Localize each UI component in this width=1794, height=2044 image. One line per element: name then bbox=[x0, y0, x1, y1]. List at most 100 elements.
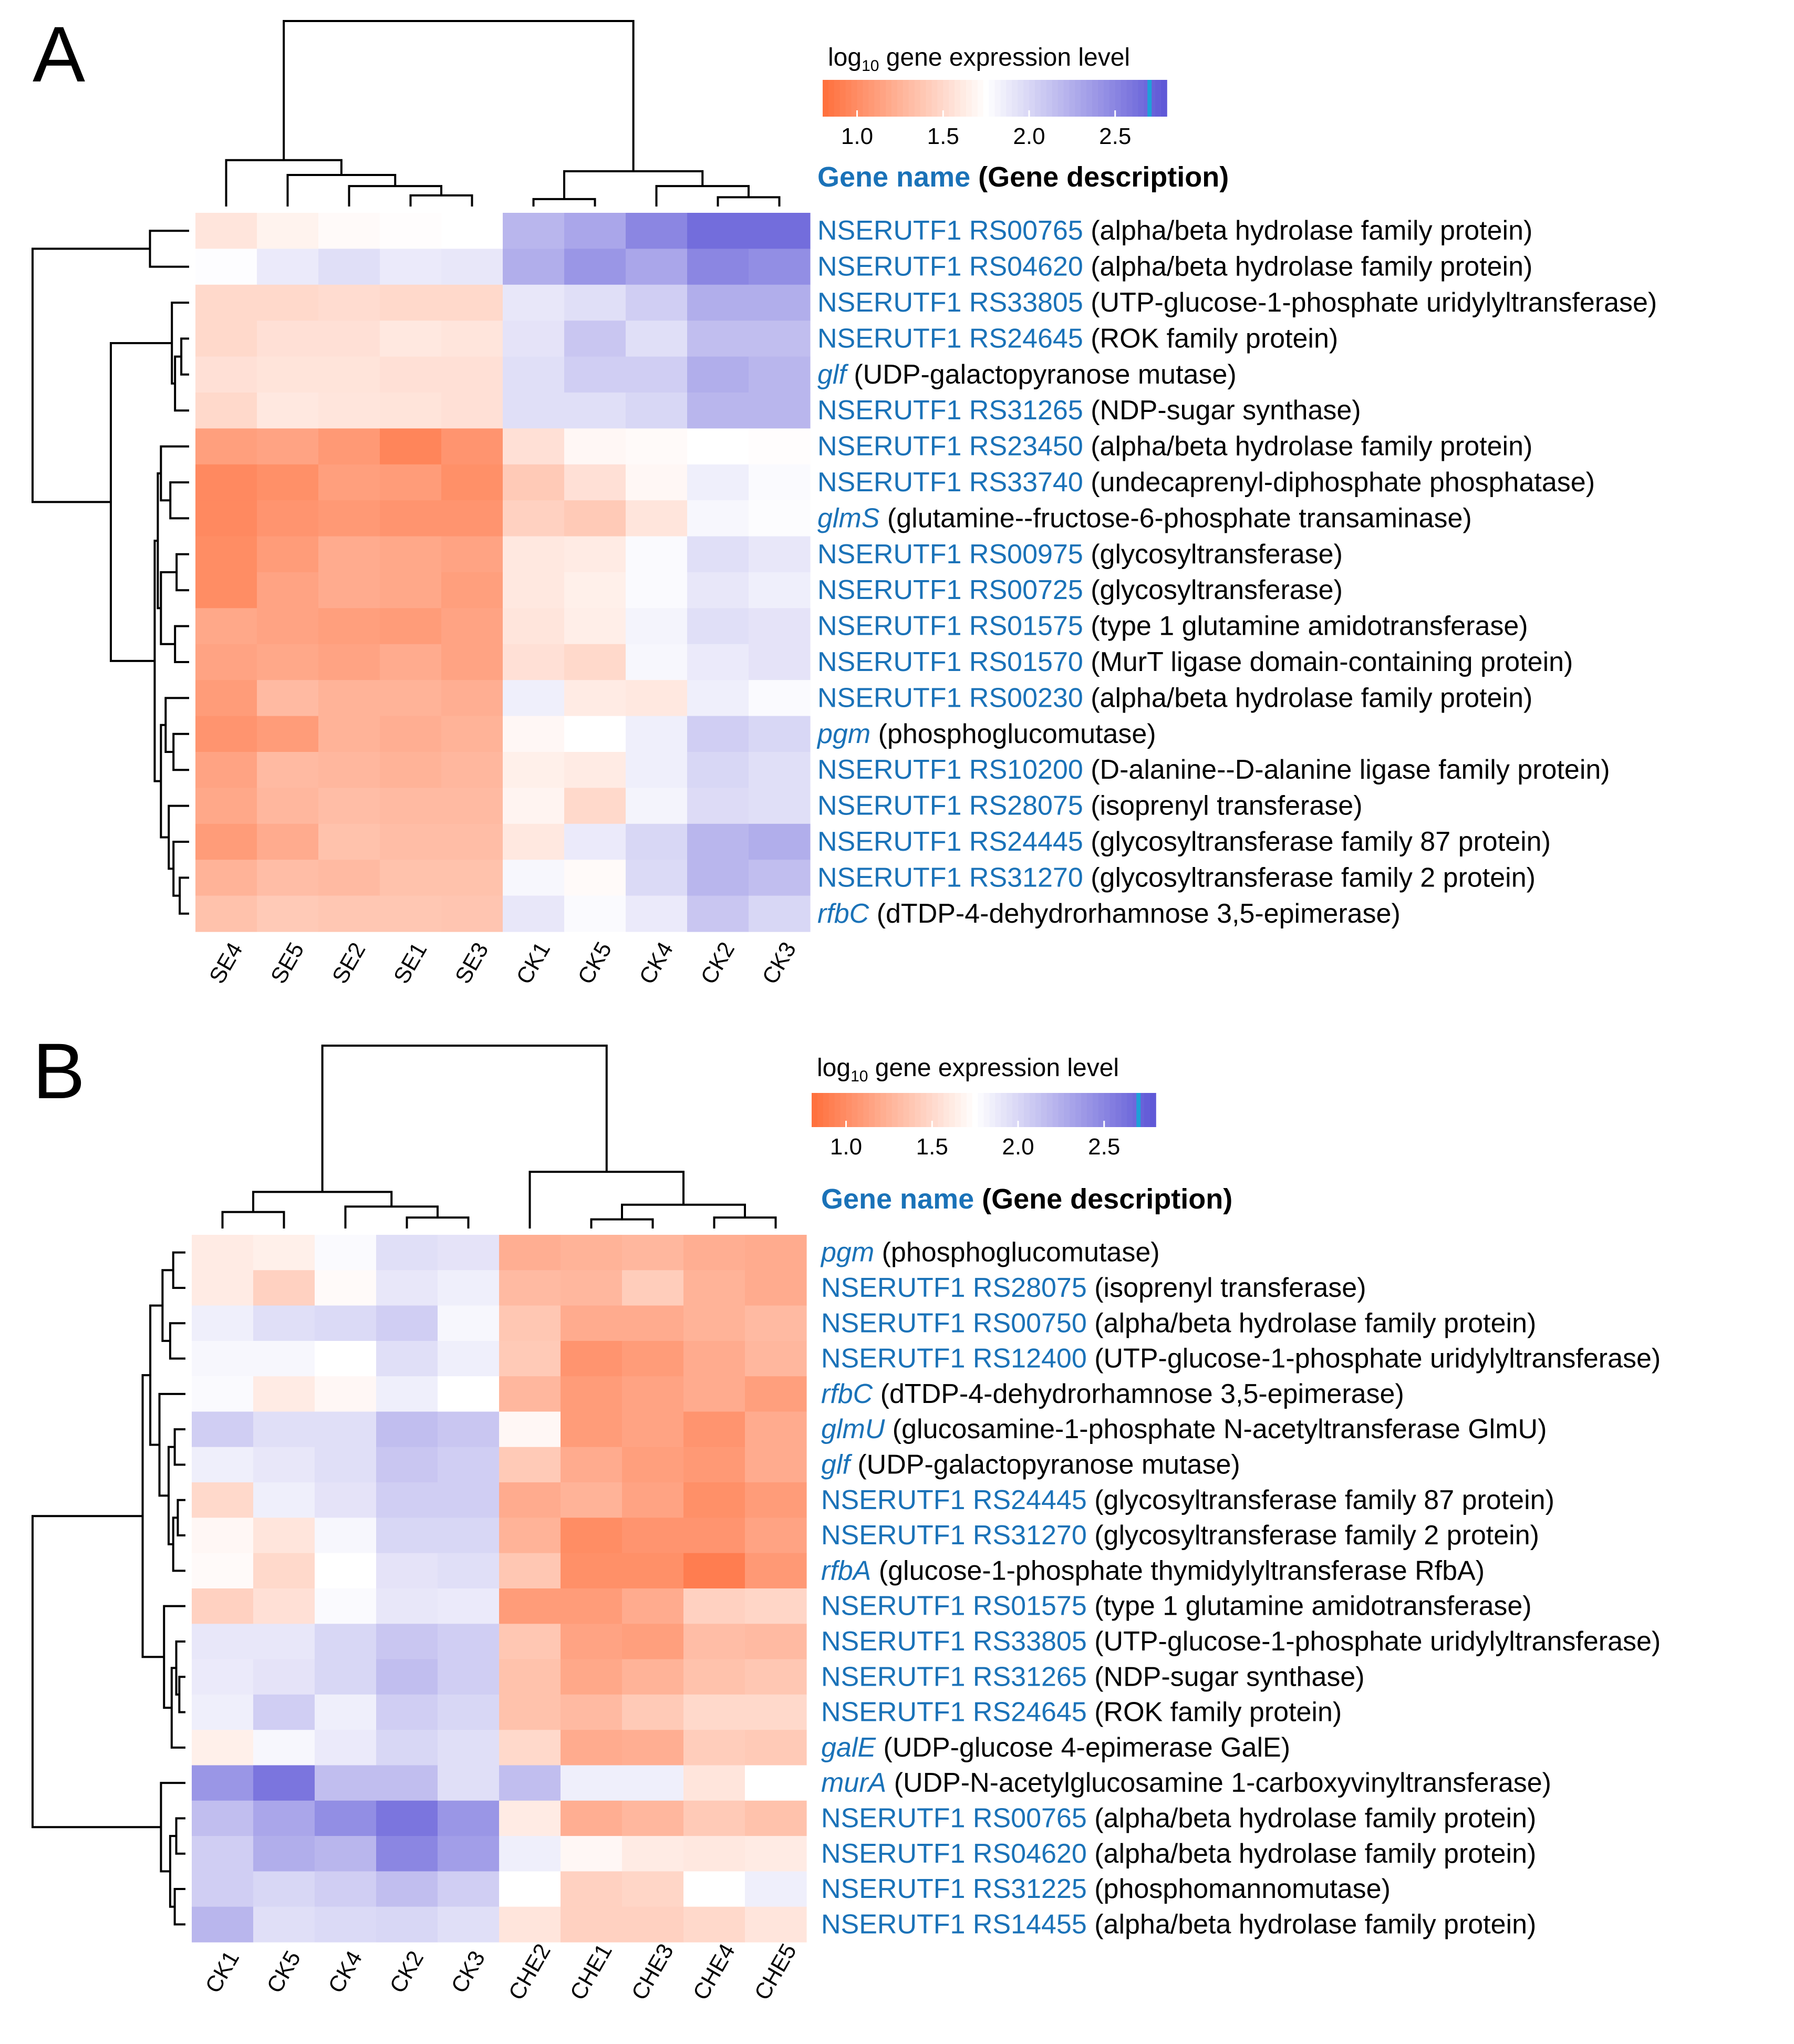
heatmap-cell bbox=[380, 823, 442, 860]
heatmap-cell bbox=[257, 321, 319, 357]
legend-bar-segment bbox=[1132, 80, 1139, 117]
panel-a: A SE4 SE5 SE2 SE1 SE3 CK1 CK5 CK4 CK2 CK3 NSERUTF1 … bbox=[32, 10, 1657, 988]
heatmap-cell bbox=[376, 1836, 438, 1872]
heatmap-cell bbox=[745, 1376, 807, 1412]
heatmap-cell bbox=[253, 1588, 315, 1624]
legend-bar-segment bbox=[1023, 1093, 1030, 1127]
gene-name: NSERUTF1 RS01575 bbox=[817, 611, 1083, 642]
heatmap-cell bbox=[192, 1624, 254, 1660]
legend-bar-segment bbox=[1098, 1093, 1105, 1127]
gene-name: glmS bbox=[817, 503, 880, 533]
heatmap-cell bbox=[749, 284, 811, 321]
heatmap-cell bbox=[438, 1836, 500, 1872]
heatmap-cell bbox=[749, 752, 811, 788]
heatmap-cell bbox=[503, 321, 565, 357]
heatmap-cell bbox=[315, 1800, 377, 1836]
heatmap-cell bbox=[626, 680, 688, 717]
heatmap-cell bbox=[503, 500, 565, 537]
heatmap-cell bbox=[499, 1482, 561, 1518]
heatmap-cell bbox=[683, 1730, 745, 1766]
row-label: NSERUTF1 RS01570 (MurT ligase domain-con… bbox=[817, 647, 1573, 677]
heatmap-cell bbox=[257, 249, 319, 285]
row-label: NSERUTF1 RS14455 (alpha/beta hydrolase f… bbox=[821, 1909, 1536, 1939]
heatmap-cell bbox=[318, 788, 380, 824]
heatmap-cell bbox=[253, 1235, 315, 1271]
row-label: NSERUTF1 RS28075 (isoprenyl transferase) bbox=[821, 1273, 1366, 1303]
heatmap-cell bbox=[683, 1588, 745, 1624]
legend-bar-segment bbox=[1069, 80, 1076, 117]
gene-description: (MurT ligase domain-containing protein) bbox=[1083, 647, 1573, 677]
heatmap-cell bbox=[376, 1624, 438, 1660]
gene-name: NSERUTF1 RS24445 bbox=[821, 1485, 1087, 1515]
heatmap-cell bbox=[192, 1447, 254, 1483]
row-dendrogram-link bbox=[179, 876, 189, 915]
row-label: NSERUTF1 RS33805 (UTP-glucose-1-phosphat… bbox=[821, 1626, 1661, 1657]
heatmap-cell bbox=[564, 500, 626, 537]
heatmap-cell bbox=[749, 249, 811, 285]
heatmap-cell bbox=[499, 1624, 561, 1660]
row-label: NSERUTF1 RS31265 (NDP-sugar synthase) bbox=[817, 395, 1361, 426]
row-label: NSERUTF1 RS33740 (undecaprenyl-diphospha… bbox=[817, 467, 1595, 498]
heatmap-cell bbox=[257, 464, 319, 501]
heatmap-cell bbox=[564, 464, 626, 501]
heatmap-cell bbox=[561, 1482, 623, 1518]
heatmap-cell bbox=[195, 284, 257, 321]
legend-bar-segment bbox=[1007, 1093, 1013, 1127]
heatmap-cell bbox=[499, 1765, 561, 1801]
heatmap-cell bbox=[622, 1482, 684, 1518]
gene-description: (UTP-glucose-1-phosphate uridylyltransfe… bbox=[1087, 1626, 1661, 1657]
legend-bar-segment bbox=[1138, 80, 1145, 117]
heatmap-cell bbox=[438, 1730, 500, 1766]
legend-tick-label: 2.0 bbox=[1013, 123, 1045, 149]
heatmap-cell bbox=[499, 1340, 561, 1377]
legend-bar-segment bbox=[960, 80, 967, 117]
heatmap-cell bbox=[683, 1553, 745, 1589]
heatmap-cell bbox=[626, 860, 688, 896]
legend-title-sub: 10 bbox=[862, 57, 879, 75]
row-dendrogram-link bbox=[180, 337, 189, 376]
heatmap-cell bbox=[687, 788, 749, 824]
legend-title: log10 gene expression level bbox=[828, 44, 1130, 75]
legend-bar-segment bbox=[1035, 1093, 1042, 1127]
heatmap-cell bbox=[438, 1871, 500, 1907]
heatmap-cell bbox=[195, 393, 257, 429]
heatmap-cell bbox=[441, 536, 503, 573]
row-label: NSERUTF1 RS01575 (type 1 glutamine amido… bbox=[821, 1591, 1532, 1622]
heatmap-cell bbox=[318, 500, 380, 537]
row-label: NSERUTF1 RS31270 (glycosyltransferase fa… bbox=[817, 862, 1536, 893]
row-label: murA (UDP-N-acetylglucosamine 1-carboxyv… bbox=[821, 1768, 1551, 1798]
heatmap-cell bbox=[315, 1588, 377, 1624]
gene-description: (UDP-galactopyranose mutase) bbox=[846, 359, 1237, 390]
legend-bar-segment bbox=[1075, 1093, 1082, 1127]
heatmap-cell bbox=[687, 536, 749, 573]
legend-bar-segment bbox=[994, 80, 1001, 117]
column-dendrogram-link bbox=[221, 1211, 285, 1229]
heatmap-cell bbox=[745, 1411, 807, 1448]
heatmap-cell bbox=[438, 1624, 500, 1660]
heatmap-cell bbox=[376, 1659, 438, 1695]
heatmap-cell bbox=[315, 1305, 377, 1341]
heatmap-cell bbox=[315, 1447, 377, 1483]
legend-title-text: gene expression level bbox=[879, 44, 1130, 71]
heatmap-cell bbox=[503, 608, 565, 645]
row-dendrogram-link bbox=[174, 625, 189, 663]
heatmap-cell bbox=[499, 1411, 561, 1448]
legend-bar-segment bbox=[880, 80, 886, 117]
legend-bar-segment bbox=[971, 80, 978, 117]
heatmap-cell bbox=[380, 393, 442, 429]
heatmap-cell bbox=[749, 356, 811, 393]
heatmap-cell bbox=[499, 1235, 561, 1271]
legend-bar-segment bbox=[1029, 1093, 1036, 1127]
heatmap-cell bbox=[192, 1376, 254, 1412]
column-dendrogram-link bbox=[286, 173, 397, 207]
heatmap-cell bbox=[376, 1800, 438, 1836]
heatmap-cell bbox=[318, 716, 380, 752]
legend-bar-segment bbox=[834, 80, 841, 117]
row-dendrogram-link bbox=[175, 1640, 185, 1696]
heatmap-cell bbox=[192, 1659, 254, 1695]
heatmap-cell bbox=[192, 1588, 254, 1624]
legend-bar-segment bbox=[863, 1093, 869, 1127]
heatmap-cell bbox=[438, 1588, 500, 1624]
heatmap-cell bbox=[745, 1482, 807, 1518]
heatmap-cell bbox=[441, 860, 503, 896]
